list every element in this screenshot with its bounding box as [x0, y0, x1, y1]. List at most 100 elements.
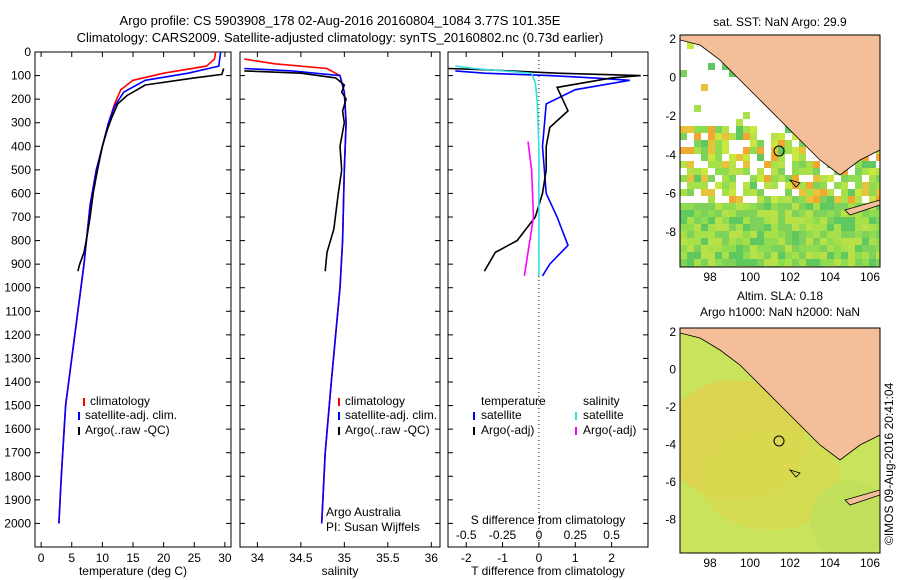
sst-cell	[771, 140, 778, 147]
sst-cell	[736, 203, 743, 210]
x-tick-label: 20	[157, 551, 171, 565]
sst-cell	[708, 154, 715, 161]
sst-cell	[813, 224, 820, 231]
sst-cell	[799, 147, 806, 154]
sst-cell	[785, 147, 792, 154]
sst-cell	[736, 259, 743, 266]
sst-cell	[778, 231, 785, 238]
sst-cell	[722, 238, 729, 245]
sst-cell	[862, 259, 869, 266]
sst-cell	[855, 224, 862, 231]
sst-cell	[855, 245, 862, 252]
sst-cell	[708, 161, 715, 168]
sst-cell	[743, 210, 750, 217]
sst-cell	[771, 224, 778, 231]
sst-cell	[792, 238, 799, 245]
sst-cell	[820, 203, 827, 210]
sst-cell	[708, 126, 715, 133]
sst-cell	[736, 119, 743, 126]
sst-cell	[778, 245, 785, 252]
sst-cell	[736, 168, 743, 175]
x-tick-label: 36	[425, 551, 439, 565]
sst-cell	[778, 238, 785, 245]
sst-cell	[687, 238, 694, 245]
sst-cell	[708, 175, 715, 182]
sst-cell	[771, 217, 778, 224]
sst-cell	[778, 217, 785, 224]
top-tick-label: 0.5	[603, 528, 620, 542]
sst-cell	[715, 140, 722, 147]
sst-cell	[834, 259, 841, 266]
sst-cell	[813, 203, 820, 210]
sst-cell	[701, 259, 708, 266]
sst-cell	[820, 217, 827, 224]
sst-cell	[743, 203, 750, 210]
legend-satellite: satellite-adj. clim.	[85, 408, 177, 422]
sst-cell	[694, 238, 701, 245]
sst-cell	[792, 210, 799, 217]
sst-cell	[708, 245, 715, 252]
sst-cell	[806, 217, 813, 224]
sst-cell	[701, 182, 708, 189]
sst-cell	[722, 133, 729, 140]
sst-cell	[736, 126, 743, 133]
sst-cell	[820, 189, 827, 196]
sst-cell	[680, 217, 687, 224]
sst-cell	[820, 245, 827, 252]
depth-tick-label: 800	[11, 234, 31, 248]
sst-cell	[701, 203, 708, 210]
sst-cell	[764, 238, 771, 245]
sst-cell	[750, 126, 757, 133]
sst-cell	[855, 217, 862, 224]
sst-cell	[876, 217, 880, 224]
sst-cell	[750, 147, 757, 154]
sst-cell	[743, 259, 750, 266]
sst-cell	[862, 245, 869, 252]
sst-cell	[792, 154, 799, 161]
sst-cell	[757, 147, 764, 154]
sst-cell	[799, 245, 806, 252]
sst-cell	[785, 259, 792, 266]
top-tick-label: -0.5	[456, 528, 477, 542]
sst-cell	[778, 133, 785, 140]
sst-cell	[680, 252, 687, 259]
sst-cell	[729, 238, 736, 245]
sst-cell	[701, 154, 708, 161]
sst-cell	[750, 231, 757, 238]
sst-cell	[785, 126, 792, 133]
sst-cell	[834, 231, 841, 238]
map-x-tick-label: 100	[740, 556, 760, 570]
sst-cell	[841, 231, 848, 238]
sst-cell	[715, 224, 722, 231]
x-tick-label: 35	[338, 551, 352, 565]
sst-cell	[701, 238, 708, 245]
sst-cell	[869, 252, 876, 259]
sst-cell	[757, 217, 764, 224]
sst-cell	[715, 238, 722, 245]
sst-cell	[764, 210, 771, 217]
sst-cell	[799, 238, 806, 245]
sst-cell	[792, 259, 799, 266]
sst-cell	[736, 231, 743, 238]
sst-cell	[876, 189, 880, 196]
sst-cell	[757, 210, 764, 217]
sst-cell	[764, 245, 771, 252]
sst-cell	[778, 168, 785, 175]
sst-cell	[778, 252, 785, 259]
sst-cell	[680, 189, 687, 196]
sst-cell	[743, 168, 750, 175]
sst-cell	[813, 175, 820, 182]
sst-cell	[729, 161, 736, 168]
sst-cell	[771, 133, 778, 140]
sst-cell	[792, 133, 799, 140]
sst-cell	[834, 203, 841, 210]
sst-cell	[806, 182, 813, 189]
series-line	[523, 141, 535, 277]
sst-cell	[792, 231, 799, 238]
sst-cell	[799, 231, 806, 238]
sst-cell	[848, 175, 855, 182]
temperature-legend: climatology satellite-adj. clim. Argo(..…	[78, 394, 177, 437]
sst-cell	[743, 133, 750, 140]
sst-cell	[736, 224, 743, 231]
